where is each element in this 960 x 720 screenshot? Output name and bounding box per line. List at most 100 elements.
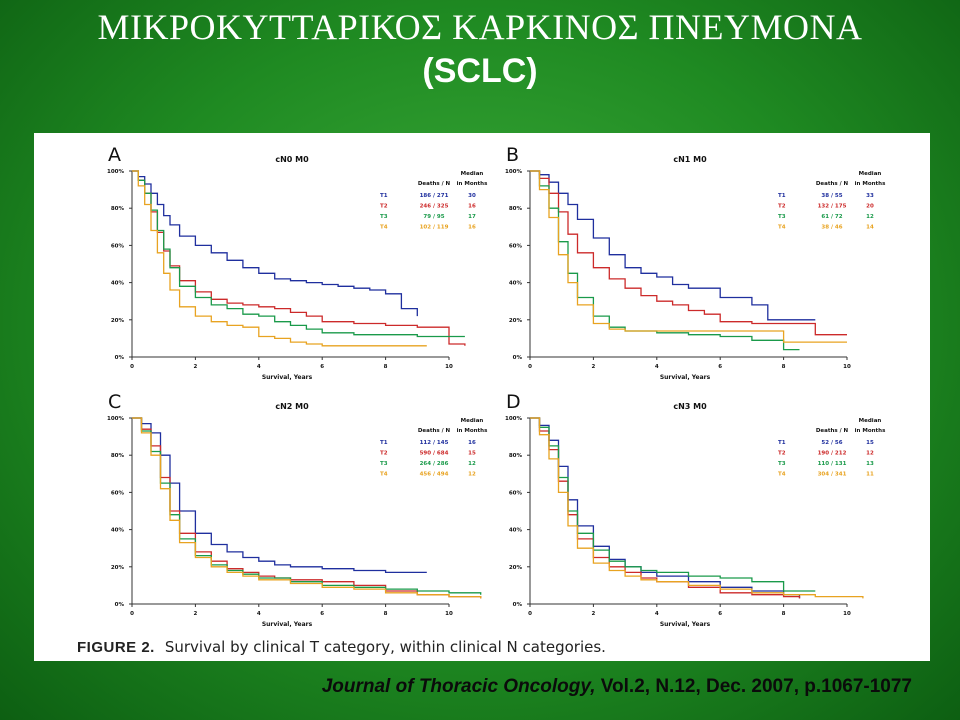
x-tick-label: 2 [591, 611, 595, 617]
x-axis-label: Survival, Years [660, 621, 711, 628]
legend-label-t1: T1 [778, 193, 786, 199]
legend-deaths-t3: 110 / 131 [818, 461, 847, 467]
y-tick-label: 60% [509, 243, 523, 249]
legend-deaths-t2: 590 / 684 [420, 451, 449, 457]
legend-median-t2: 16 [468, 204, 476, 210]
legend-label-t3: T3 [380, 461, 388, 467]
legend-header-median: Median [859, 418, 882, 424]
x-tick-label: 8 [782, 611, 786, 617]
x-tick-label: 4 [655, 364, 659, 370]
y-tick-label: 80% [111, 206, 125, 212]
legend-median-t4: 11 [866, 472, 874, 478]
legend-median-t3: 12 [866, 214, 874, 220]
curve-t4 [530, 170, 847, 343]
curve-t2 [530, 417, 801, 599]
x-tick-label: 8 [384, 611, 388, 617]
y-tick-label: 20% [111, 318, 125, 324]
panel-title: cN1 M0 [673, 155, 707, 164]
curve-t1 [530, 417, 801, 599]
curve-t4 [530, 417, 864, 599]
axis-lines [529, 171, 847, 358]
panel-letter-d: D [506, 391, 521, 413]
legend-label-t3: T3 [778, 461, 786, 467]
legend-deaths-t3: 79 / 95 [423, 214, 444, 220]
y-tick-label: 20% [111, 565, 125, 571]
y-tick-label: 40% [509, 281, 523, 287]
y-tick-label: 100% [107, 416, 124, 422]
legend-label-t3: T3 [778, 214, 786, 220]
y-tick-label: 0% [513, 355, 523, 361]
legend-median-t1: 16 [468, 440, 476, 446]
legend-header-median: Median [859, 171, 882, 177]
legend-label-t1: T1 [380, 440, 388, 446]
legend-label-t4: T4 [778, 472, 786, 478]
x-tick-label: 4 [655, 611, 659, 617]
curve-t3 [530, 170, 800, 351]
panel-letter-c: C [108, 391, 121, 413]
legend-label-t2: T2 [778, 451, 786, 457]
y-tick-label: 80% [509, 206, 523, 212]
x-tick-label: 8 [384, 364, 388, 370]
curve-t1 [132, 170, 418, 317]
legend-deaths-t4: 102 / 119 [420, 225, 449, 231]
legend-header-months: in Months [855, 181, 886, 187]
x-tick-label: 4 [257, 364, 261, 370]
slide-title: ΜΙΚΡΟΚΥΤΤΑΡΙΚΟΣ ΚΑΡΚΙΝΟΣ ΠΝΕΥΜΟΝΑ [97, 7, 863, 47]
x-tick-label: 6 [320, 364, 324, 370]
figure-caption-text: Survival by clinical T category, within … [164, 638, 606, 656]
legend-label-t1: T1 [778, 440, 786, 446]
legend-header-deaths: Deaths / N [418, 428, 451, 434]
y-tick-label: 40% [111, 528, 125, 534]
legend-header-deaths: Deaths / N [418, 181, 451, 187]
legend-median-t2: 12 [866, 451, 874, 457]
y-tick-label: 80% [509, 453, 523, 459]
x-tick-label: 10 [445, 364, 453, 370]
curve-t3 [530, 417, 816, 592]
panel-title: cN3 M0 [673, 402, 707, 411]
y-tick-label: 60% [509, 490, 523, 496]
slide-subtitle: (SCLC) [422, 52, 538, 90]
legend-median-t2: 15 [468, 451, 476, 457]
legend-header-months: in Months [457, 428, 488, 434]
legend-median-t1: 30 [468, 193, 476, 199]
legend-header-months: in Months [855, 428, 886, 434]
legend-header-deaths: Deaths / N [816, 428, 849, 434]
legend-median-t4: 14 [866, 225, 874, 231]
y-tick-label: 60% [111, 490, 125, 496]
panel-title: cN2 M0 [275, 402, 309, 411]
legend-median-t3: 13 [866, 461, 874, 467]
y-tick-label: 100% [505, 169, 522, 175]
legend-header-median: Median [461, 171, 484, 177]
legend-label-t4: T4 [380, 225, 388, 231]
x-tick-label: 0 [130, 611, 134, 617]
y-tick-label: 0% [513, 602, 523, 608]
x-axis-label: Survival, Years [262, 374, 313, 381]
y-tick-label: 20% [509, 318, 523, 324]
y-tick-label: 40% [509, 528, 523, 534]
axis-lines [131, 171, 449, 358]
x-axis-label: Survival, Years [262, 621, 313, 628]
x-tick-label: 0 [528, 364, 532, 370]
y-tick-label: 100% [107, 169, 124, 175]
figure-label: FIGURE 2. [77, 639, 155, 656]
curve-t3 [132, 170, 465, 338]
y-tick-label: 20% [509, 565, 523, 571]
legend-deaths-t3: 264 / 286 [420, 461, 449, 467]
y-tick-label: 40% [111, 281, 125, 287]
x-tick-label: 10 [843, 611, 851, 617]
y-tick-label: 60% [111, 243, 125, 249]
panel-title: cN0 M0 [275, 155, 309, 164]
legend-deaths-t3: 61 / 72 [821, 214, 842, 220]
panel-letter-a: A [108, 144, 121, 166]
legend-deaths-t2: 246 / 325 [420, 204, 449, 210]
x-tick-label: 6 [718, 611, 722, 617]
legend-deaths-t1: 38 / 55 [821, 193, 842, 199]
legend-deaths-t2: 190 / 212 [818, 451, 847, 457]
legend-label-t2: T2 [380, 451, 388, 457]
legend-median-t3: 17 [468, 214, 476, 220]
panel-letter-b: B [506, 144, 519, 166]
